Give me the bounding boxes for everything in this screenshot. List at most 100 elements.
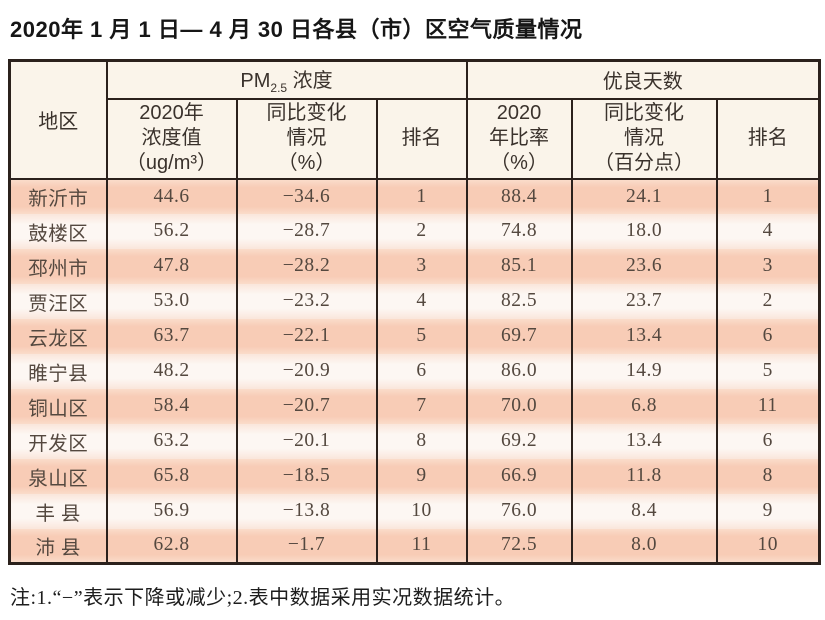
table-row: 泉山区 65.8 −18.5 9 66.9 11.8 8	[8, 458, 821, 494]
table-row: 邳州市 47.8 −28.2 3 85.1 23.6 3	[8, 248, 821, 284]
col-header-region: 地区	[8, 60, 108, 180]
col-header-pm-rank: 排名	[375, 98, 468, 180]
cell-good-rank: 10	[715, 528, 821, 564]
cell-pm-change: −22.1	[235, 318, 378, 354]
cell-pm-change: −20.9	[235, 353, 378, 389]
cell-region: 开发区	[8, 423, 108, 459]
cell-pm-value: 65.8	[105, 458, 238, 494]
cell-region: 睢宁县	[8, 353, 108, 389]
cell-pm-rank: 11	[375, 528, 468, 564]
cell-pm-value: 56.2	[105, 213, 238, 249]
cell-region: 泉山区	[8, 458, 108, 494]
table-row: 铜山区 58.4 −20.7 7 70.0 6.8 11	[8, 388, 821, 424]
cell-pm-value: 62.8	[105, 528, 238, 564]
cell-region: 铜山区	[8, 388, 108, 424]
cell-good-rank: 3	[715, 248, 821, 284]
cell-good-rank: 1	[715, 178, 821, 214]
cell-pm-change: −28.7	[235, 213, 378, 249]
cell-pm-value: 63.2	[105, 423, 238, 459]
cell-pm-rank: 1	[375, 178, 468, 214]
cell-pm-value: 63.7	[105, 318, 238, 354]
cell-good-rate: 72.5	[465, 528, 573, 564]
cell-good-rate: 82.5	[465, 283, 573, 319]
cell-good-rank: 2	[715, 283, 821, 319]
cell-region: 邳州市	[8, 248, 108, 284]
cell-good-rate: 88.4	[465, 178, 573, 214]
table-row: 沛 县 62.8 −1.7 11 72.5 8.0 10	[8, 528, 821, 564]
cell-pm-rank: 5	[375, 318, 468, 354]
cell-good-rank: 11	[715, 388, 821, 424]
cell-pm-value: 53.0	[105, 283, 238, 319]
cell-pm-value: 44.6	[105, 178, 238, 214]
cell-good-rank: 6	[715, 423, 821, 459]
cell-good-rank: 9	[715, 493, 821, 529]
cell-pm-rank: 9	[375, 458, 468, 494]
cell-region: 沛 县	[8, 528, 108, 564]
cell-pm-value: 47.8	[105, 248, 238, 284]
cell-good-change: 18.0	[570, 213, 718, 249]
cell-pm-change: −13.8	[235, 493, 378, 529]
cell-pm-value: 48.2	[105, 353, 238, 389]
cell-pm-change: −20.7	[235, 388, 378, 424]
table-row: 开发区 63.2 −20.1 8 69.2 13.4 6	[8, 423, 821, 459]
cell-good-rank: 6	[715, 318, 821, 354]
cell-good-change: 23.6	[570, 248, 718, 284]
footnote: 注:1.“−”表示下降或减少;2.表中数据采用实况数据统计。	[10, 587, 516, 609]
cell-pm-change: −18.5	[235, 458, 378, 494]
cell-pm-value: 56.9	[105, 493, 238, 529]
air-quality-table: 地区 PM2.5 浓度 优良天数 2020年 浓度值 （ug/m³） 同比变化 …	[8, 59, 822, 565]
cell-good-change: 13.4	[570, 423, 718, 459]
sub-header-row: 2020年 浓度值 （ug/m³） 同比变化 情况 （%） 排名 2020 年比…	[10, 98, 821, 180]
cell-pm-rank: 2	[375, 213, 468, 249]
cell-good-rate: 70.0	[465, 388, 573, 424]
cell-good-rate: 86.0	[465, 353, 573, 389]
table-body: 新沂市 44.6 −34.6 1 88.4 24.1 1 鼓楼区 56.2 −2…	[8, 178, 821, 564]
table-row: 丰 县 56.9 −13.8 10 76.0 8.4 9	[8, 493, 821, 529]
cell-good-rank: 8	[715, 458, 821, 494]
cell-good-rate: 85.1	[465, 248, 573, 284]
cell-good-change: 13.4	[570, 318, 718, 354]
pm25-subscript: 2.5	[270, 81, 288, 96]
pm25-prefix: PM	[240, 70, 271, 93]
cell-good-rank: 4	[715, 213, 821, 249]
cell-pm-change: −23.2	[235, 283, 378, 319]
pm25-suffix: 浓度	[287, 70, 333, 93]
col-header-pm-change: 同比变化 情况 （%）	[235, 98, 378, 180]
table-row: 云龙区 63.7 −22.1 5 69.7 13.4 6	[8, 318, 821, 354]
cell-good-change: 23.7	[570, 283, 718, 319]
cell-pm-rank: 10	[375, 493, 468, 529]
table-row: 鼓楼区 56.2 −28.7 2 74.8 18.0 4	[8, 213, 821, 249]
cell-pm-rank: 8	[375, 423, 468, 459]
table-row: 睢宁县 48.2 −20.9 6 86.0 14.9 5	[8, 353, 821, 389]
page-title: 2020年 1 月 1 日— 4 月 30 日各县（市）区空气质量情况	[10, 17, 583, 42]
table-header: 地区 PM2.5 浓度 优良天数 2020年 浓度值 （ug/m³） 同比变化 …	[8, 60, 821, 180]
group-header-good-days: 优良天数	[465, 60, 821, 100]
col-header-good-rank: 排名	[715, 98, 821, 180]
cell-good-change: 8.4	[570, 493, 718, 529]
cell-region: 丰 县	[8, 493, 108, 529]
cell-pm-value: 58.4	[105, 388, 238, 424]
cell-pm-change: −1.7	[235, 528, 378, 564]
cell-good-change: 6.8	[570, 388, 718, 424]
cell-region: 新沂市	[8, 178, 108, 214]
group-header-pm25: PM2.5 浓度	[105, 60, 468, 100]
cell-good-change: 14.9	[570, 353, 718, 389]
cell-region: 贾汪区	[8, 283, 108, 319]
table-row: 贾汪区 53.0 −23.2 4 82.5 23.7 2	[8, 283, 821, 319]
cell-good-change: 11.8	[570, 458, 718, 494]
cell-pm-rank: 3	[375, 248, 468, 284]
cell-region: 云龙区	[8, 318, 108, 354]
cell-good-rate: 66.9	[465, 458, 573, 494]
cell-pm-rank: 4	[375, 283, 468, 319]
cell-pm-change: −28.2	[235, 248, 378, 284]
cell-good-rate: 69.7	[465, 318, 573, 354]
col-header-good-rate: 2020 年比率 （%）	[465, 98, 573, 180]
cell-pm-rank: 6	[375, 353, 468, 389]
table-row: 新沂市 44.6 −34.6 1 88.4 24.1 1	[8, 178, 821, 214]
cell-good-rank: 5	[715, 353, 821, 389]
cell-region: 鼓楼区	[8, 213, 108, 249]
cell-pm-change: −34.6	[235, 178, 378, 214]
cell-good-rate: 74.8	[465, 213, 573, 249]
cell-good-change: 24.1	[570, 178, 718, 214]
